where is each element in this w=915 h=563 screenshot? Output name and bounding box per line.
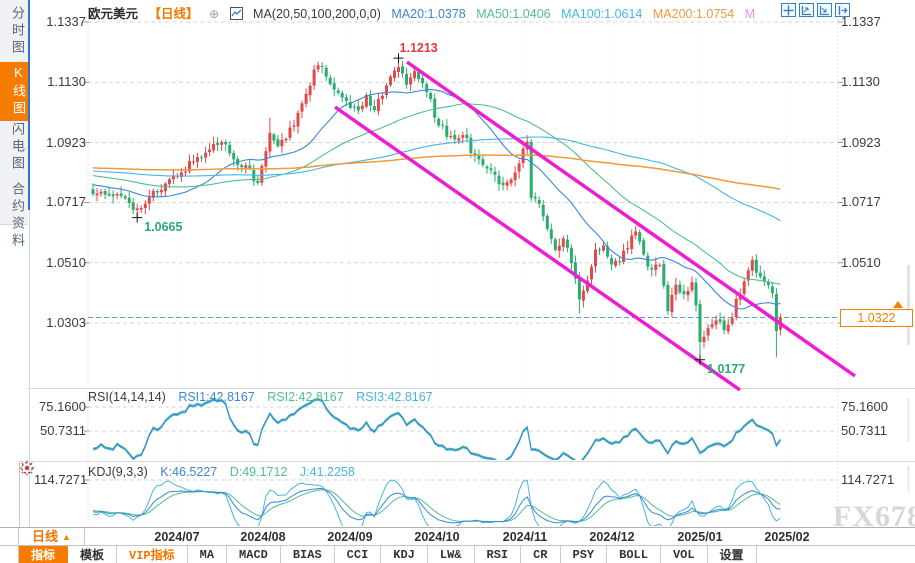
- toolbar-corner-cell: [0, 546, 19, 563]
- indicator-chart-icon[interactable]: [229, 7, 243, 20]
- price-annotation: 1.0177: [707, 361, 746, 376]
- axis-expand-icon[interactable]: [817, 3, 832, 17]
- toolbar-button-KDJ[interactable]: KDJ: [381, 546, 428, 563]
- toolbar-button-指标[interactable]: 指标: [19, 546, 69, 563]
- x-axis-row: 日线 ▲ 2024/07 2024/08 2024/09 2024/10 2024/11 2…: [0, 527, 915, 546]
- rsi-formula[interactable]: RSI(14,14,14): [88, 390, 166, 404]
- y-axis-label: 1.0303: [46, 314, 86, 330]
- kdj-axis-label: 114.7271: [34, 472, 88, 487]
- period-selector-label: 日线: [32, 529, 59, 544]
- toolbar-button-PSY[interactable]: PSY: [561, 546, 608, 563]
- sidebar-divider: [28, 0, 30, 210]
- sidebar-item-2[interactable]: K线图: [0, 62, 28, 121]
- price-annotation: 1.1213: [399, 41, 438, 56]
- ma50-value: MA50:1.0406: [476, 7, 551, 21]
- period-selector-button[interactable]: 日线 ▲: [19, 528, 85, 546]
- sidebar-divider-light: [28, 210, 30, 527]
- y-axis-label-right: 1.0717: [841, 194, 881, 210]
- rsi2-value: RSI2:42.8167: [267, 390, 344, 404]
- sidebar-item-3[interactable]: 闪电图: [10, 122, 25, 173]
- sidebar-item-4[interactable]: 合约资料: [10, 182, 25, 250]
- crosshair-move-icon[interactable]: [781, 3, 796, 17]
- current-price-tag: 1.0322: [840, 309, 913, 327]
- y-axis-label: 1.1130: [47, 74, 86, 90]
- y-axis-label-right: 1.0923: [841, 134, 881, 150]
- toolbar-button-BIAS[interactable]: BIAS: [281, 546, 335, 563]
- y-axis-label-right: 1.1337: [841, 14, 881, 29]
- kdj-formula[interactable]: KDJ(9,3,3): [88, 465, 148, 479]
- rsi1-value: RSI1:42.8167: [178, 390, 255, 404]
- toolbar-button-RSI[interactable]: RSI: [475, 546, 522, 563]
- toolbar-button-VOL[interactable]: VOL: [661, 546, 708, 563]
- sidebar-item-1[interactable]: 分时图: [10, 6, 25, 57]
- ma20-value: MA20:1.0378: [391, 7, 466, 21]
- toolbar-buttons: 指标 模板 VIP指标 MA MACD BIAS CCI KDJ LW& RSI CR PSY BOLL…: [19, 546, 757, 563]
- toolbar-button-VIP指标[interactable]: VIP指标: [117, 546, 188, 563]
- toolbar-button-模板[interactable]: 模板: [68, 546, 118, 563]
- x-axis-label: 2024/09: [327, 530, 373, 544]
- x-axis-label: 2024/11: [502, 530, 548, 544]
- y-axis-label-right: 1.0510: [841, 254, 881, 270]
- y-axis-label: 1.0923: [46, 134, 86, 150]
- period-up-triangle-icon: ▲: [62, 532, 71, 542]
- ma-extra-label: M: [744, 7, 756, 21]
- price-up-arrow-icon: [893, 301, 903, 308]
- rsi-axis-label-right: 75.1600: [841, 399, 888, 414]
- kdj-k-value: K:46.5227: [160, 465, 218, 479]
- toolbar-button-设置[interactable]: 设置: [708, 546, 757, 563]
- y-axis-label: 1.0717: [46, 194, 86, 210]
- x-axis-label: 2025/02: [764, 530, 810, 544]
- x-axis-label: 2024/10: [414, 530, 460, 544]
- kdj-j-value: J:41.2258: [299, 465, 355, 479]
- symbol-name: 欧元美元: [88, 7, 139, 21]
- chart-tool-icons: [781, 3, 850, 17]
- x-axis-label: 2024/12: [589, 530, 635, 544]
- x-axis-label: 2024/08: [240, 530, 286, 544]
- x-axis-label: 2025/01: [677, 530, 723, 544]
- toolbar-button-LW&[interactable]: LW&: [428, 546, 475, 563]
- bottom-toolbar: 指标 模板 VIP指标 MA MACD BIAS CCI KDJ LW& RSI CR PSY BOLL…: [0, 545, 915, 563]
- ma100-value: MA100:1.0614: [561, 7, 643, 21]
- rsi-axis-label-right: 50.7311: [841, 422, 888, 438]
- add-compare-icon[interactable]: ⊕: [209, 7, 220, 21]
- rsi3-value: RSI3:42.8167: [356, 390, 433, 404]
- ma-formula: MA(20,50,100,200,0,0): [253, 7, 381, 21]
- period-label[interactable]: 【日线】: [148, 7, 199, 21]
- toolbar-button-MACD[interactable]: MACD: [227, 546, 281, 563]
- y-axis-label: 1.1337: [46, 14, 86, 29]
- kdj-d-value: D:49.1712: [229, 465, 288, 479]
- ma200-value: MA200:1.0754: [652, 7, 735, 21]
- rsi-header: RSI(14,14,14) RSI1:42.8167 RSI2:42.8167 …: [88, 390, 442, 404]
- price-annotation: 1.0665: [144, 219, 183, 234]
- x-axis-corner-cell: [0, 528, 19, 546]
- sun-icon[interactable]: [19, 460, 35, 481]
- pan-right-icon[interactable]: [835, 3, 850, 17]
- left-gutter-divider: [19, 461, 20, 563]
- chart-header: 欧元美元 【日线】 ⊕ MA(20,50,100,200,0,0) MA20:1…: [88, 3, 762, 21]
- kdj-header: KDJ(9,3,3) K:46.5227 D:49.1712 J:41.2258: [88, 465, 364, 479]
- toolbar-button-BOLL[interactable]: BOLL: [607, 546, 661, 563]
- axis-compress-icon[interactable]: [799, 3, 814, 17]
- rsi-axis-label: 75.1600: [39, 399, 86, 414]
- rsi-axis-label: 50.7311: [39, 422, 86, 438]
- y-axis-label: 1.0510: [46, 254, 86, 270]
- y-axis-label-right: 1.1130: [841, 74, 880, 90]
- toolbar-button-MA[interactable]: MA: [188, 546, 228, 563]
- toolbar-button-CCI[interactable]: CCI: [335, 546, 382, 563]
- kdj-axis-label-right: 114.7271: [841, 472, 895, 487]
- x-axis-label: 2024/07: [154, 530, 200, 544]
- toolbar-button-CR[interactable]: CR: [521, 546, 561, 563]
